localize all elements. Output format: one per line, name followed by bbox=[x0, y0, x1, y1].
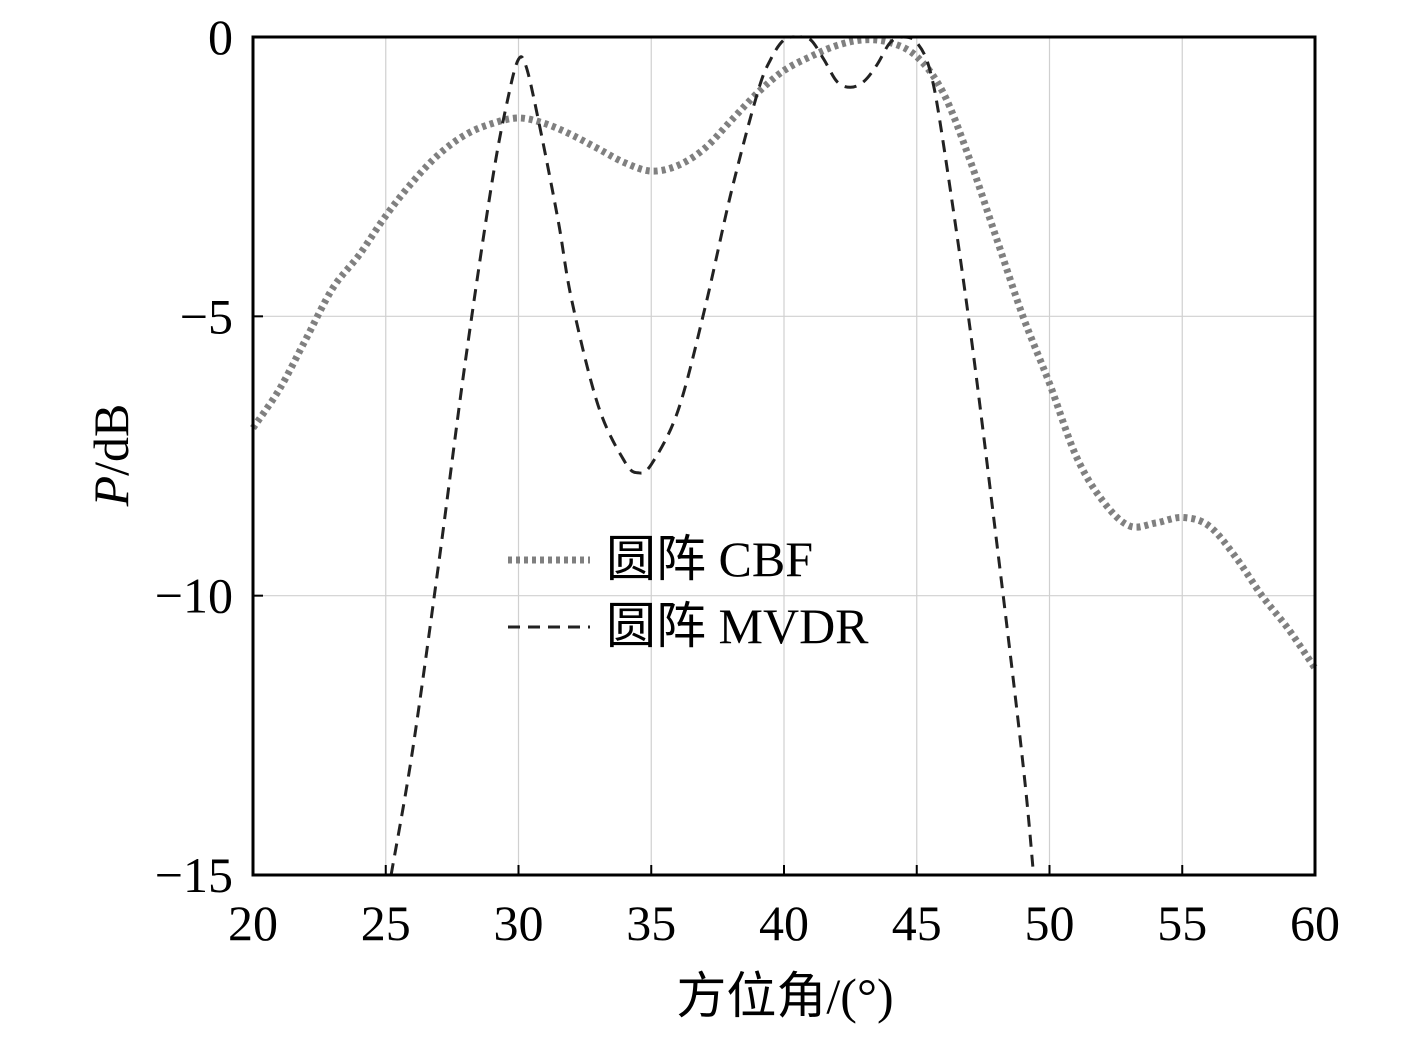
x-tick-label: 30 bbox=[494, 895, 544, 951]
x-tick-label: 50 bbox=[1025, 895, 1075, 951]
x-tick-label: 20 bbox=[228, 895, 278, 951]
y-tick-label: 0 bbox=[208, 9, 233, 65]
x-tick-labels: 20 25 30 35 40 45 50 55 60 bbox=[228, 895, 1340, 951]
x-tick-label: 25 bbox=[361, 895, 411, 951]
y-tick-label: −15 bbox=[155, 847, 233, 903]
y-axis-title: P/dB bbox=[83, 404, 139, 508]
series-line-cbf bbox=[250, 36, 1318, 671]
y-axis-title-symbol: P bbox=[83, 476, 139, 508]
x-tick-label: 60 bbox=[1290, 895, 1340, 951]
series-line-mvdr bbox=[389, 35, 1036, 876]
y-axis-title-unit: /dB bbox=[83, 404, 139, 476]
x-tick-label: 45 bbox=[892, 895, 942, 951]
y-tick-labels: 0 −5 −10 −15 bbox=[155, 9, 233, 903]
x-tick-label: 40 bbox=[759, 895, 809, 951]
x-tick-label: 35 bbox=[626, 895, 676, 951]
y-tick-label: −10 bbox=[155, 568, 233, 624]
x-axis-title: 方位角/(°) bbox=[676, 968, 893, 1024]
legend-label-mvdr: 圆阵 MVDR bbox=[606, 598, 869, 654]
legend-label-cbf: 圆阵 CBF bbox=[606, 531, 813, 587]
y-tick-label: −5 bbox=[180, 288, 233, 344]
grid-lines bbox=[253, 37, 1315, 875]
x-tick-label: 55 bbox=[1157, 895, 1207, 951]
series-group bbox=[250, 35, 1318, 876]
legend: 圆阵 CBF 圆阵 MVDR bbox=[508, 531, 869, 654]
tick-marks bbox=[252, 36, 1316, 876]
